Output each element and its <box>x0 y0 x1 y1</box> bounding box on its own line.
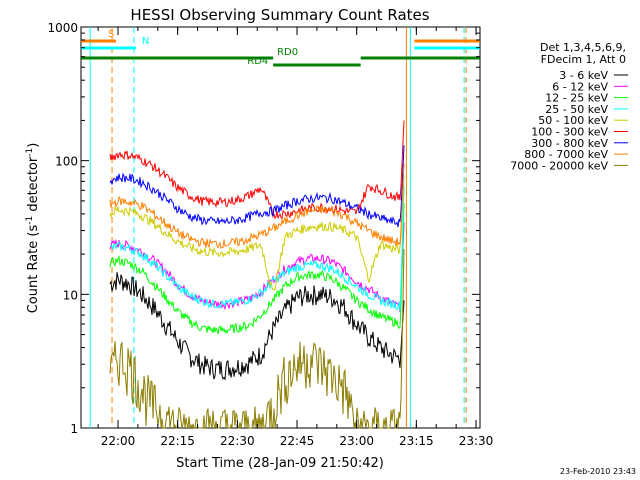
legend-label-5: 50 - 100 keV <box>538 114 608 127</box>
status-bar-label-s: S <box>108 29 114 40</box>
x-tick-label-6: 23:15 <box>399 434 434 448</box>
chart-title: HESSI Observing Summary Count Rates <box>130 6 429 24</box>
y-axis-label-part1: Count Rate (s <box>26 225 41 314</box>
series-line-7 <box>109 145 405 228</box>
x-tick-label-7: 23:30 <box>459 434 494 448</box>
y-axis-label-sup2: -1 <box>25 148 35 157</box>
y-axis-label-part3: ) <box>26 143 41 148</box>
plot-area <box>80 26 481 429</box>
y-tick-label-4: 1000 <box>47 21 78 35</box>
status-bar-label-rd0: RD0 <box>277 47 298 58</box>
legend-header-line-2: FDecim 1, Att 0 <box>541 53 626 66</box>
series-line-4 <box>109 186 405 311</box>
status-bar-label-n: N <box>142 36 149 47</box>
plot-frame <box>80 26 481 429</box>
series-line-3 <box>109 202 405 335</box>
y-axis-label: Count Rate (s-1 detector-1) <box>25 143 41 314</box>
footer-stamp: 23-Feb-2010 23:43 <box>560 467 636 476</box>
series-line-8 <box>109 163 405 249</box>
legend-label-7: 300 - 800 keV <box>531 137 608 150</box>
x-tick-label-1: 22:00 <box>101 434 136 448</box>
legend-label-9: 7000 - 20000 keV <box>510 159 608 172</box>
x-tick-label-2: 22:15 <box>160 434 195 448</box>
series-lines <box>109 120 405 430</box>
y-axis-label-sup1: -1 <box>25 216 35 225</box>
y-tick-label-3: 100 <box>55 155 78 169</box>
legend-label-6: 100 - 300 keV <box>531 126 608 139</box>
legend-label-8: 800 - 7000 keV <box>524 148 608 161</box>
axes: 22:00 22:15 22:30 22:45 23:00 23:15 23:30 1 10 10… <box>47 21 493 448</box>
legend-label-2: 6 - 12 keV <box>552 80 608 93</box>
y-axis-label-part2: detector <box>26 156 41 216</box>
legend: Det 1,3,4,5,6,9,FDecim 1, Att 0 3 - 6 keV… <box>510 41 628 172</box>
series-line-9 <box>109 249 405 430</box>
y-tick-label-1: 1 <box>70 422 78 436</box>
series-line-1 <box>109 272 405 381</box>
status-bars: S N RD0 RD4 <box>81 29 480 67</box>
series-line-6 <box>109 120 405 220</box>
legend-header-line-1: Det 1,3,4,5,6,9, <box>540 41 626 54</box>
legend-label-3: 12 - 25 keV <box>545 92 608 105</box>
x-axis-label: Start Time (28-Jan-09 21:50:42) <box>176 456 384 471</box>
x-tick-label-5: 23:00 <box>339 434 374 448</box>
y-tick-label-2: 10 <box>63 288 78 302</box>
status-bar-label-rd4: RD4 <box>247 56 268 67</box>
x-tick-label-3: 22:30 <box>220 434 255 448</box>
legend-label-4: 25 - 50 keV <box>545 103 608 116</box>
x-tick-label-4: 22:45 <box>280 434 315 448</box>
legend-label-1: 3 - 6 keV <box>559 69 608 82</box>
series-line-5 <box>109 174 405 291</box>
